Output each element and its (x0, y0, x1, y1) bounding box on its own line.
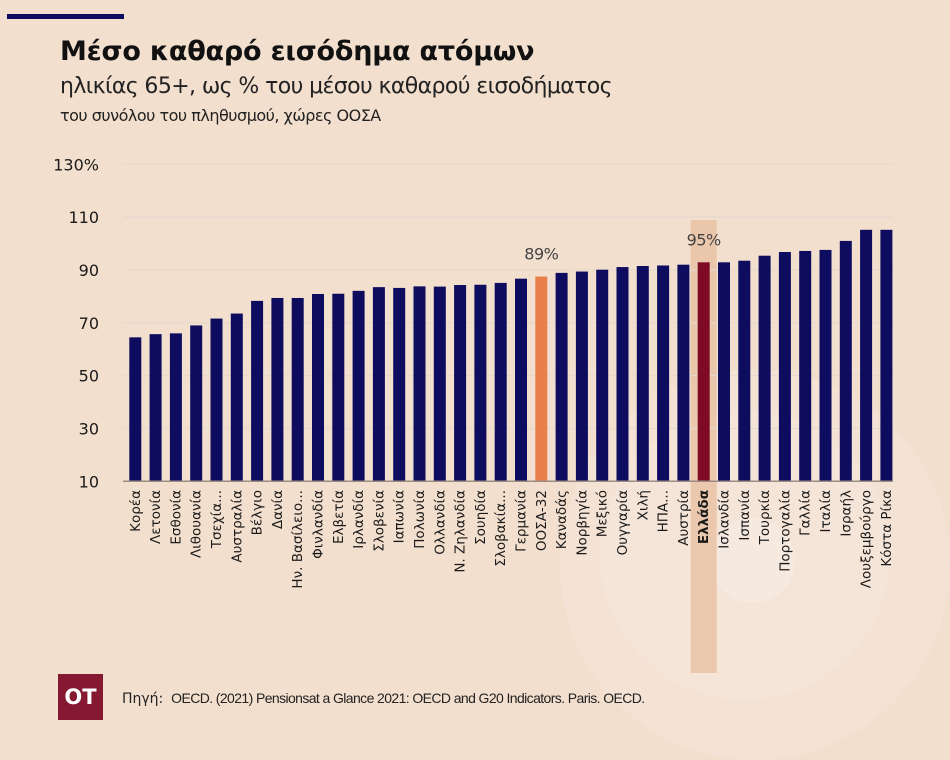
x-tick-label: Ιρλανδία (351, 490, 367, 549)
x-tick-label: Ελβετία (331, 490, 347, 544)
bar (839, 240, 852, 482)
chart-title: Μέσο καθαρό εισόδημα ατόμων (60, 36, 535, 67)
bar (149, 334, 162, 482)
chart-subtitle-secondary: του συνόλου του πληθυσμού, χώρες ΟΟΣΑ (60, 106, 381, 125)
bar (677, 264, 690, 482)
x-tick-label: Ιαπωνία (392, 490, 408, 543)
top-accent-rule (7, 14, 124, 19)
x-tick-label: Ν. Ζηλανδία (453, 490, 469, 573)
bar (291, 297, 304, 482)
y-tick-label: 50 (79, 367, 99, 386)
x-tick-label: Αυστραλία (229, 490, 245, 563)
x-tick-label: Σλοβακία... (493, 490, 509, 567)
bar (880, 229, 893, 482)
x-tick-label: Πορτογαλία (777, 490, 793, 572)
average-data-label: 89% (524, 245, 558, 264)
bar (799, 250, 812, 482)
bar (860, 229, 873, 482)
bar (616, 267, 629, 482)
bar (413, 286, 426, 482)
highlight-data-label: 95% (687, 230, 721, 249)
bar (474, 284, 487, 482)
bar (515, 278, 527, 482)
x-tick-label: Ισραήλ (838, 490, 854, 537)
bar (454, 285, 467, 482)
x-tick-label: Γαλλία (798, 490, 814, 536)
bar (819, 249, 832, 482)
x-tick-label: Γερμανία (514, 490, 530, 552)
ot-logo: OT (58, 674, 103, 720)
bar (555, 272, 568, 482)
x-tick-label: Μεξικό (595, 490, 611, 537)
bar (332, 293, 345, 482)
bar (758, 255, 771, 482)
x-tick-label: Τσεχία... (209, 490, 225, 549)
bar (169, 333, 182, 482)
bar (778, 252, 791, 482)
bar (636, 266, 649, 482)
x-tick-label: Φινλανδία (311, 490, 327, 559)
bar (372, 287, 385, 482)
bar (738, 260, 751, 482)
bar (251, 300, 264, 482)
x-tick-label: ΟΟΣΑ-32 (534, 490, 550, 551)
x-tick-label: Νορβηγία (574, 490, 590, 556)
x-tick-label: Ισπανία (737, 490, 753, 541)
x-tick-label: Κορέα (128, 490, 144, 532)
x-tick-label: Λουξεμβούργο (859, 490, 875, 588)
bar (657, 265, 670, 482)
bar (312, 294, 324, 482)
bar (596, 269, 609, 482)
x-tick-label: Κόστα Ρίκα (879, 490, 895, 567)
x-tick-label: ΗΠΑ... (656, 490, 672, 532)
x-tick-label: Βέλγιο (250, 490, 266, 535)
bar (433, 286, 446, 482)
x-tick-label: Σλοβενία (371, 490, 387, 552)
x-tick-label: Δανία (270, 490, 286, 529)
x-tick-label: Λιθουανία (189, 490, 205, 558)
bar-average (535, 276, 548, 482)
y-tick-label: 90 (79, 261, 99, 280)
bar (271, 297, 284, 482)
bar (393, 287, 406, 482)
y-tick-label: 110 (68, 208, 99, 227)
bar (190, 325, 203, 482)
x-tick-label: Λετονία (148, 490, 164, 544)
bar (718, 262, 730, 482)
bar (352, 290, 365, 482)
y-tick-label: 30 (79, 419, 99, 438)
bar-highlight (697, 262, 710, 482)
bar (575, 271, 588, 482)
y-tick-label: 130% (53, 155, 99, 174)
x-tick-label: Αυστρία (676, 490, 692, 546)
x-tick-label: Ισλανδία (717, 490, 733, 549)
x-tick-label: Ιταλία (818, 490, 834, 533)
x-tick-label: Ουγγαρία (615, 490, 631, 555)
x-tick-label: Ην. Βασίλειο... (290, 490, 306, 589)
bar (494, 282, 507, 482)
source-label: Πηγή: (122, 691, 164, 707)
bar (129, 337, 142, 482)
x-tick-label: Ελλάδα (696, 490, 712, 544)
y-tick-label: 70 (79, 314, 99, 333)
x-tick-label: Πολωνία (412, 490, 428, 549)
x-tick-label: Χιλή (635, 490, 651, 520)
x-tick-label: Εσθονία (168, 490, 184, 545)
x-tick-label: Τουρκία (757, 490, 773, 545)
x-tick-label: Σουηδία (473, 490, 489, 545)
y-tick-label: 10 (79, 472, 99, 491)
bar (210, 318, 223, 482)
source-note: Πηγή: OECD. (2021) Pensionsat a Glance 2… (122, 690, 645, 707)
x-tick-label: Ολλανδία (432, 490, 448, 555)
bar (230, 313, 243, 482)
chart-subtitle: ηλικίας 65+, ως % του μέσου καθαρού εισο… (60, 74, 613, 99)
x-tick-label: Καναδάς (554, 490, 570, 549)
source-text: OECD. (2021) Pensionsat a Glance 2021: O… (171, 690, 645, 706)
